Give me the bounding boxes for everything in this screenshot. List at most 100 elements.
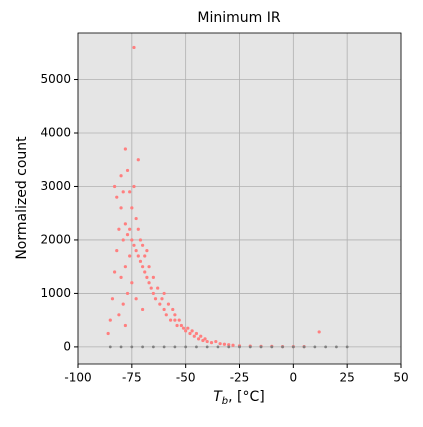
x-tick-label: -75 [122,371,142,385]
point [128,190,132,194]
point [156,286,160,290]
point [136,158,140,162]
point [130,206,134,210]
point [149,286,153,290]
point [151,291,155,296]
point [205,339,209,344]
point [291,345,295,349]
point [166,302,171,306]
point [222,342,227,346]
point [259,345,263,349]
point [173,345,177,349]
point [141,307,145,312]
point [121,302,125,306]
x-tick-label: -100 [64,371,91,385]
x-axis-label: Tb, [°C] [213,389,265,407]
point [132,184,136,189]
point [132,45,136,50]
point [270,345,274,349]
y-tick-label: 0 [63,339,71,353]
point [302,345,306,349]
x-label-symbol: T [213,389,223,405]
point [143,270,147,274]
point [138,238,143,242]
point [190,329,194,333]
x-label-rest: , [°C] [228,389,265,405]
point [209,341,214,345]
point [119,345,123,349]
point [164,313,168,317]
point [160,297,164,301]
point [113,184,117,189]
point [128,227,132,231]
point [130,281,134,285]
point [143,254,147,258]
point [134,216,138,221]
x-tick-label: 50 [393,371,408,385]
point [214,339,218,344]
x-label-subscript: b [222,396,228,407]
point [113,270,117,274]
point [147,265,151,269]
point [151,345,155,349]
point [184,329,188,333]
point [281,345,284,349]
x-tick-label: -25 [230,371,250,385]
point [141,265,145,269]
point [231,343,235,347]
point [121,190,125,194]
point [162,307,166,312]
y-tick-label: 5000 [40,72,71,86]
point [106,331,110,336]
point [125,168,130,173]
point [317,330,321,334]
point [123,147,127,151]
point [168,318,173,322]
point [195,345,198,349]
x-tick-label: 0 [290,371,298,385]
y-axis-label: Normalized count [14,136,30,260]
point [179,323,183,328]
point [227,343,231,347]
point [218,342,222,346]
y-tick-label: 3000 [40,179,71,193]
point [162,291,166,296]
point [125,291,130,296]
y-tick-label: 4000 [40,125,71,139]
point [138,259,143,263]
point [205,345,209,349]
point [134,249,138,253]
point [119,206,123,210]
point [194,331,199,336]
point [199,334,203,338]
point [177,318,181,322]
point [119,275,123,279]
point [345,345,349,349]
y-tick-label: 2000 [40,232,71,246]
point [117,227,121,231]
point [184,345,188,349]
point [130,238,134,242]
point [128,254,132,258]
point [153,297,158,301]
point [216,345,220,349]
point [203,337,207,341]
point [123,222,127,226]
point [181,326,186,330]
point [151,275,155,279]
point [115,249,119,253]
point [173,318,177,322]
x-tick-label: 25 [340,371,355,385]
y-tick-label: 1000 [40,286,71,300]
point [108,318,112,322]
point [188,331,192,336]
point [335,345,338,349]
point [119,174,123,178]
point [147,281,151,285]
point [186,326,190,330]
point [141,345,145,349]
point [162,345,166,349]
point [227,345,231,349]
